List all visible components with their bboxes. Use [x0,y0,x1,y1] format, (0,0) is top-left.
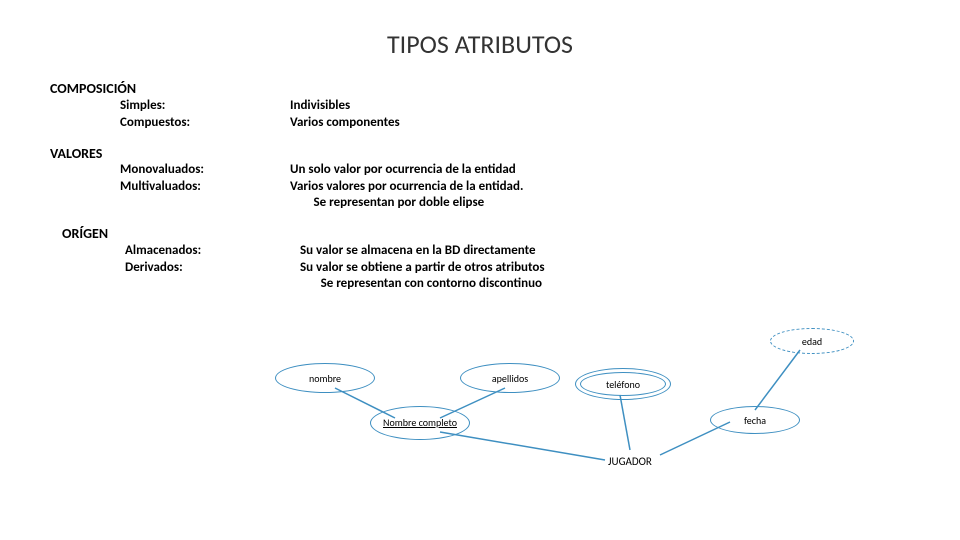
attr-nombre-label: nombre [309,372,341,385]
label-derivados: Derivados: [125,260,183,275]
attr-apellidos: apellidos [460,363,560,393]
heading-composicion: COMPOSICIÓN [50,80,136,97]
label-simples: Simples: [120,98,165,113]
heading-valores: VALORES [50,145,102,162]
attr-telefono-label: teléfono [606,378,640,391]
attr-fecha-label: fecha [744,414,766,427]
attr-nombre-completo: Nombre completo [370,406,470,440]
attr-nombre-completo-label: Nombre completo [383,418,457,429]
desc-almacenados: Su valor se almacena en la BD directamen… [300,243,536,259]
desc-multivaluados: Varios valores por ocurrencia de la enti… [290,179,523,212]
desc-monovaluados: Un solo valor por ocurrencia de la entid… [290,162,516,178]
heading-origen: ORÍGEN [62,225,108,242]
attr-nombre: nombre [275,363,375,393]
attr-edad-label: edad [802,335,822,348]
desc-derivados: Su valor se obtiene a partir de otros at… [300,260,545,293]
desc-compuestos: Varios componentes [290,115,400,131]
attr-edad: edad [770,328,854,354]
label-almacenados: Almacenados: [125,243,201,258]
label-multivaluados: Multivaluados: [120,179,201,194]
attr-apellidos-label: apellidos [492,372,528,385]
label-monovaluados: Monovaluados: [120,162,204,177]
page-title: TIPOS ATRIBUTOS [0,28,960,60]
attr-fecha: fecha [710,406,800,434]
entity-jugador: JUGADOR [608,455,652,468]
desc-simples: Indivisibles [290,98,350,114]
label-compuestos: Compuestos: [120,115,190,130]
attr-telefono: teléfono [575,368,671,400]
